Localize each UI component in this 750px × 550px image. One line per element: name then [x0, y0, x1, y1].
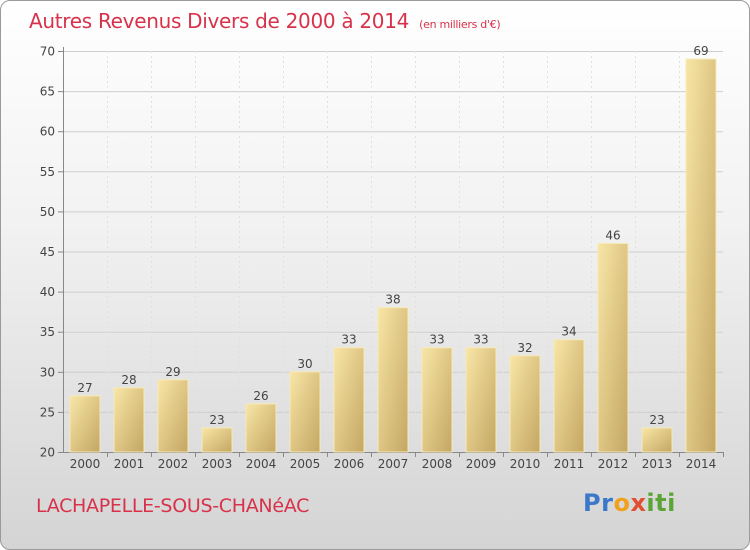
x-tick-label: 2004 — [246, 457, 277, 471]
x-tick-label: 2002 — [158, 457, 189, 471]
logo-part-iti: iti — [646, 489, 676, 517]
y-tick-label: 40 — [40, 285, 55, 299]
data-label: 23 — [209, 413, 224, 427]
y-tick-label: 60 — [40, 125, 55, 139]
x-tick-label: 2003 — [202, 457, 233, 471]
y-tick-label: 20 — [40, 446, 55, 460]
y-tick-label: 35 — [40, 325, 55, 339]
x-tick-label: 2008 — [422, 457, 453, 471]
y-tick-label: 30 — [40, 365, 55, 379]
bar — [685, 58, 717, 453]
x-tick-label: 2011 — [554, 457, 585, 471]
place-name: LACHAPELLE-SOUS-CHANéAC — [36, 495, 310, 517]
logo-part-x: x — [630, 489, 647, 517]
data-label: 33 — [429, 333, 444, 347]
data-label: 33 — [341, 333, 356, 347]
bar — [201, 427, 233, 453]
data-label: 30 — [297, 357, 312, 371]
bar — [289, 371, 321, 453]
bar — [333, 347, 365, 453]
data-label: 28 — [121, 373, 136, 387]
x-tick-label: 2005 — [290, 457, 321, 471]
data-label: 29 — [165, 365, 180, 379]
labels: 20 25 30 35 40 45 50 55 60 65 70 27 2000 28 2001 29 2002… — [40, 44, 717, 471]
bar — [157, 379, 189, 453]
chart-subtitle: (en milliers d'€) — [419, 18, 501, 31]
data-label: 32 — [517, 341, 532, 355]
x-tick-label: 2014 — [686, 457, 717, 471]
y-tick-label: 45 — [40, 245, 55, 259]
logo-part-pr: Pr — [583, 489, 614, 517]
bar — [245, 403, 277, 453]
x-tick-label: 2009 — [466, 457, 497, 471]
data-label: 38 — [385, 293, 400, 307]
proxiti-logo: Proxiti — [583, 489, 676, 517]
bar — [465, 347, 497, 453]
x-tick-label: 2013 — [642, 457, 673, 471]
x-tick-label: 2010 — [510, 457, 541, 471]
x-tick-label: 2000 — [70, 457, 101, 471]
x-tick-label: 2001 — [114, 457, 145, 471]
data-label: 34 — [561, 325, 576, 339]
y-tick-label: 70 — [40, 45, 55, 59]
logo-part-o: o — [613, 489, 631, 517]
y-tick-label: 65 — [40, 85, 55, 99]
data-label: 46 — [605, 228, 620, 242]
bar — [377, 307, 409, 453]
bar — [113, 387, 145, 453]
bar — [69, 395, 101, 453]
chart-title: Autres Revenus Divers de 2000 à 2014 (en… — [29, 9, 501, 33]
y-tick-label: 50 — [40, 205, 55, 219]
data-label: 27 — [77, 381, 92, 395]
bar — [421, 347, 453, 453]
bar — [597, 242, 629, 453]
chart-title-text: Autres Revenus Divers de 2000 à 2014 — [29, 9, 410, 33]
data-label: 23 — [649, 413, 664, 427]
data-label: 26 — [253, 389, 268, 403]
bar — [509, 355, 541, 453]
bar — [641, 427, 673, 453]
bar — [553, 339, 585, 453]
x-tick-label: 2007 — [378, 457, 409, 471]
y-tick-label: 55 — [40, 165, 55, 179]
data-label: 69 — [693, 44, 708, 58]
data-label: 33 — [473, 333, 488, 347]
x-tick-label: 2012 — [598, 457, 629, 471]
x-tick-label: 2006 — [334, 457, 365, 471]
bars — [69, 58, 717, 453]
y-tick-label: 25 — [40, 405, 55, 419]
